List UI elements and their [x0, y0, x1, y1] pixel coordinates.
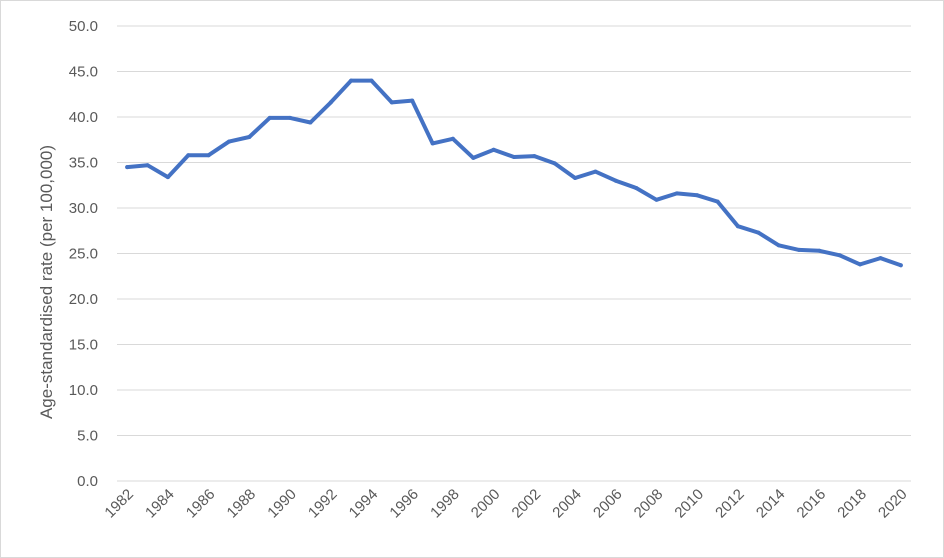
x-tick-label: 2018: [834, 486, 870, 522]
data-point: [858, 262, 863, 267]
x-tick-label: 2010: [671, 486, 707, 522]
x-tick-label: 2000: [468, 486, 504, 522]
data-point: [471, 155, 476, 160]
data-point: [552, 161, 557, 166]
data-point: [206, 153, 211, 158]
data-point: [186, 153, 191, 158]
y-tick-label: 5.0: [77, 428, 98, 445]
data-point: [308, 120, 313, 125]
y-tick-label: 20.0: [69, 291, 98, 308]
y-tick-label: 50.0: [69, 18, 98, 35]
data-point: [247, 135, 252, 139]
data-point: [267, 115, 272, 120]
data-point: [532, 154, 537, 159]
x-tick-label: 2020: [875, 486, 911, 522]
x-tick-label: 2008: [631, 486, 667, 522]
y-axis-ticks: 0.0 5.0 10.0 15.0 20.0 25.0 30.0 35.0 40.0 45.0 50…: [69, 18, 98, 490]
y-tick-label: 45.0: [69, 64, 98, 81]
gridlines: [117, 25, 911, 482]
data-point: [512, 155, 516, 159]
data-point: [735, 224, 740, 229]
data-point: [817, 248, 822, 253]
series-points: [125, 78, 903, 268]
data-point: [227, 139, 231, 144]
data-point: [165, 175, 170, 180]
y-tick-label: 35.0: [69, 155, 98, 172]
x-tick-label: 1984: [142, 486, 178, 522]
data-point: [328, 100, 333, 105]
data-point: [450, 136, 455, 141]
data-point: [125, 165, 130, 170]
data-point: [837, 253, 842, 258]
data-point: [898, 263, 903, 268]
x-tick-label: 2016: [794, 486, 830, 522]
y-tick-label: 0.0: [77, 473, 98, 490]
x-tick-label: 1994: [346, 486, 382, 522]
x-tick-label: 1986: [183, 486, 219, 522]
data-point: [634, 186, 639, 190]
data-point: [145, 163, 150, 168]
x-tick-label: 1988: [224, 486, 260, 522]
x-tick-label: 1996: [386, 486, 422, 522]
data-point: [349, 78, 354, 83]
x-tick-label: 2002: [509, 486, 545, 522]
data-point: [389, 100, 394, 105]
y-axis-label: Age-standardised rate (per 100,000): [37, 145, 56, 419]
data-point: [430, 141, 435, 146]
y-tick-label: 10.0: [69, 382, 98, 399]
y-tick-label: 25.0: [69, 246, 98, 263]
y-tick-label: 40.0: [69, 109, 98, 126]
data-point: [410, 98, 415, 103]
x-tick-label: 1982: [101, 486, 137, 522]
x-axis-ticks: 1982 1984 1986 1988 1990 1992 1994 1996 1998 2000…: [101, 486, 910, 522]
data-point: [288, 115, 293, 120]
data-point: [369, 78, 374, 83]
x-tick-label: 1990: [264, 486, 300, 522]
x-tick-label: 2006: [590, 486, 626, 522]
data-point: [695, 193, 700, 198]
x-tick-label: 2012: [712, 486, 748, 522]
x-tick-label: 2004: [549, 486, 585, 522]
data-point: [756, 230, 761, 235]
data-point: [654, 197, 659, 202]
data-point: [878, 256, 883, 261]
x-tick-label: 1992: [305, 486, 341, 522]
data-point: [674, 191, 679, 196]
y-tick-label: 15.0: [69, 337, 98, 354]
x-tick-label: 1998: [427, 486, 463, 522]
data-point: [613, 178, 618, 183]
x-tick-label: 2014: [753, 486, 789, 522]
data-point: [593, 169, 598, 174]
data-point: [797, 247, 801, 252]
data-point: [715, 199, 720, 204]
series-line: [125, 78, 903, 268]
data-point: [573, 176, 578, 180]
data-point: [776, 243, 781, 248]
y-tick-label: 30.0: [69, 200, 98, 217]
data-point: [491, 147, 496, 152]
